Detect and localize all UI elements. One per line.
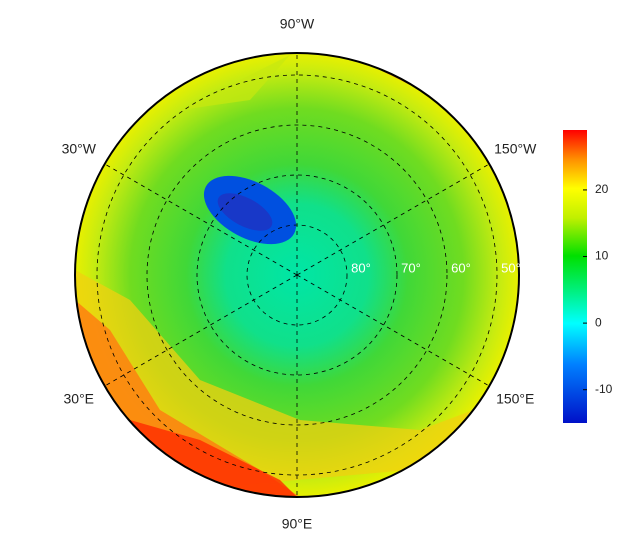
meridian-line (296, 163, 490, 276)
latitude-label: 50° (501, 260, 521, 275)
longitude-label: 90°E (282, 516, 313, 532)
map-border (74, 52, 520, 498)
longitude-label: 150°W (494, 141, 537, 157)
meridian-line (296, 274, 490, 387)
longitude-label: 150°E (496, 391, 534, 407)
latitude-line (146, 124, 448, 426)
colorbar-tick-label: -10 (595, 382, 613, 396)
graticule (96, 53, 498, 497)
latitude-label: 70° (401, 260, 421, 275)
colorbar-tick-label: 20 (595, 182, 609, 196)
longitude-label: 30°E (64, 391, 95, 407)
longitude-label: 90°W (280, 16, 315, 32)
latitude-line (196, 174, 398, 376)
longitude-label: 30°W (62, 141, 97, 157)
colorbar-tick-label: 0 (595, 315, 602, 329)
colorbar (563, 130, 587, 423)
meridian-line (104, 274, 298, 387)
colorbar-tick-label: 10 (595, 249, 609, 263)
latitude-label: 80° (351, 260, 371, 275)
meridian-line (104, 163, 298, 276)
latitude-label: 60° (451, 260, 471, 275)
